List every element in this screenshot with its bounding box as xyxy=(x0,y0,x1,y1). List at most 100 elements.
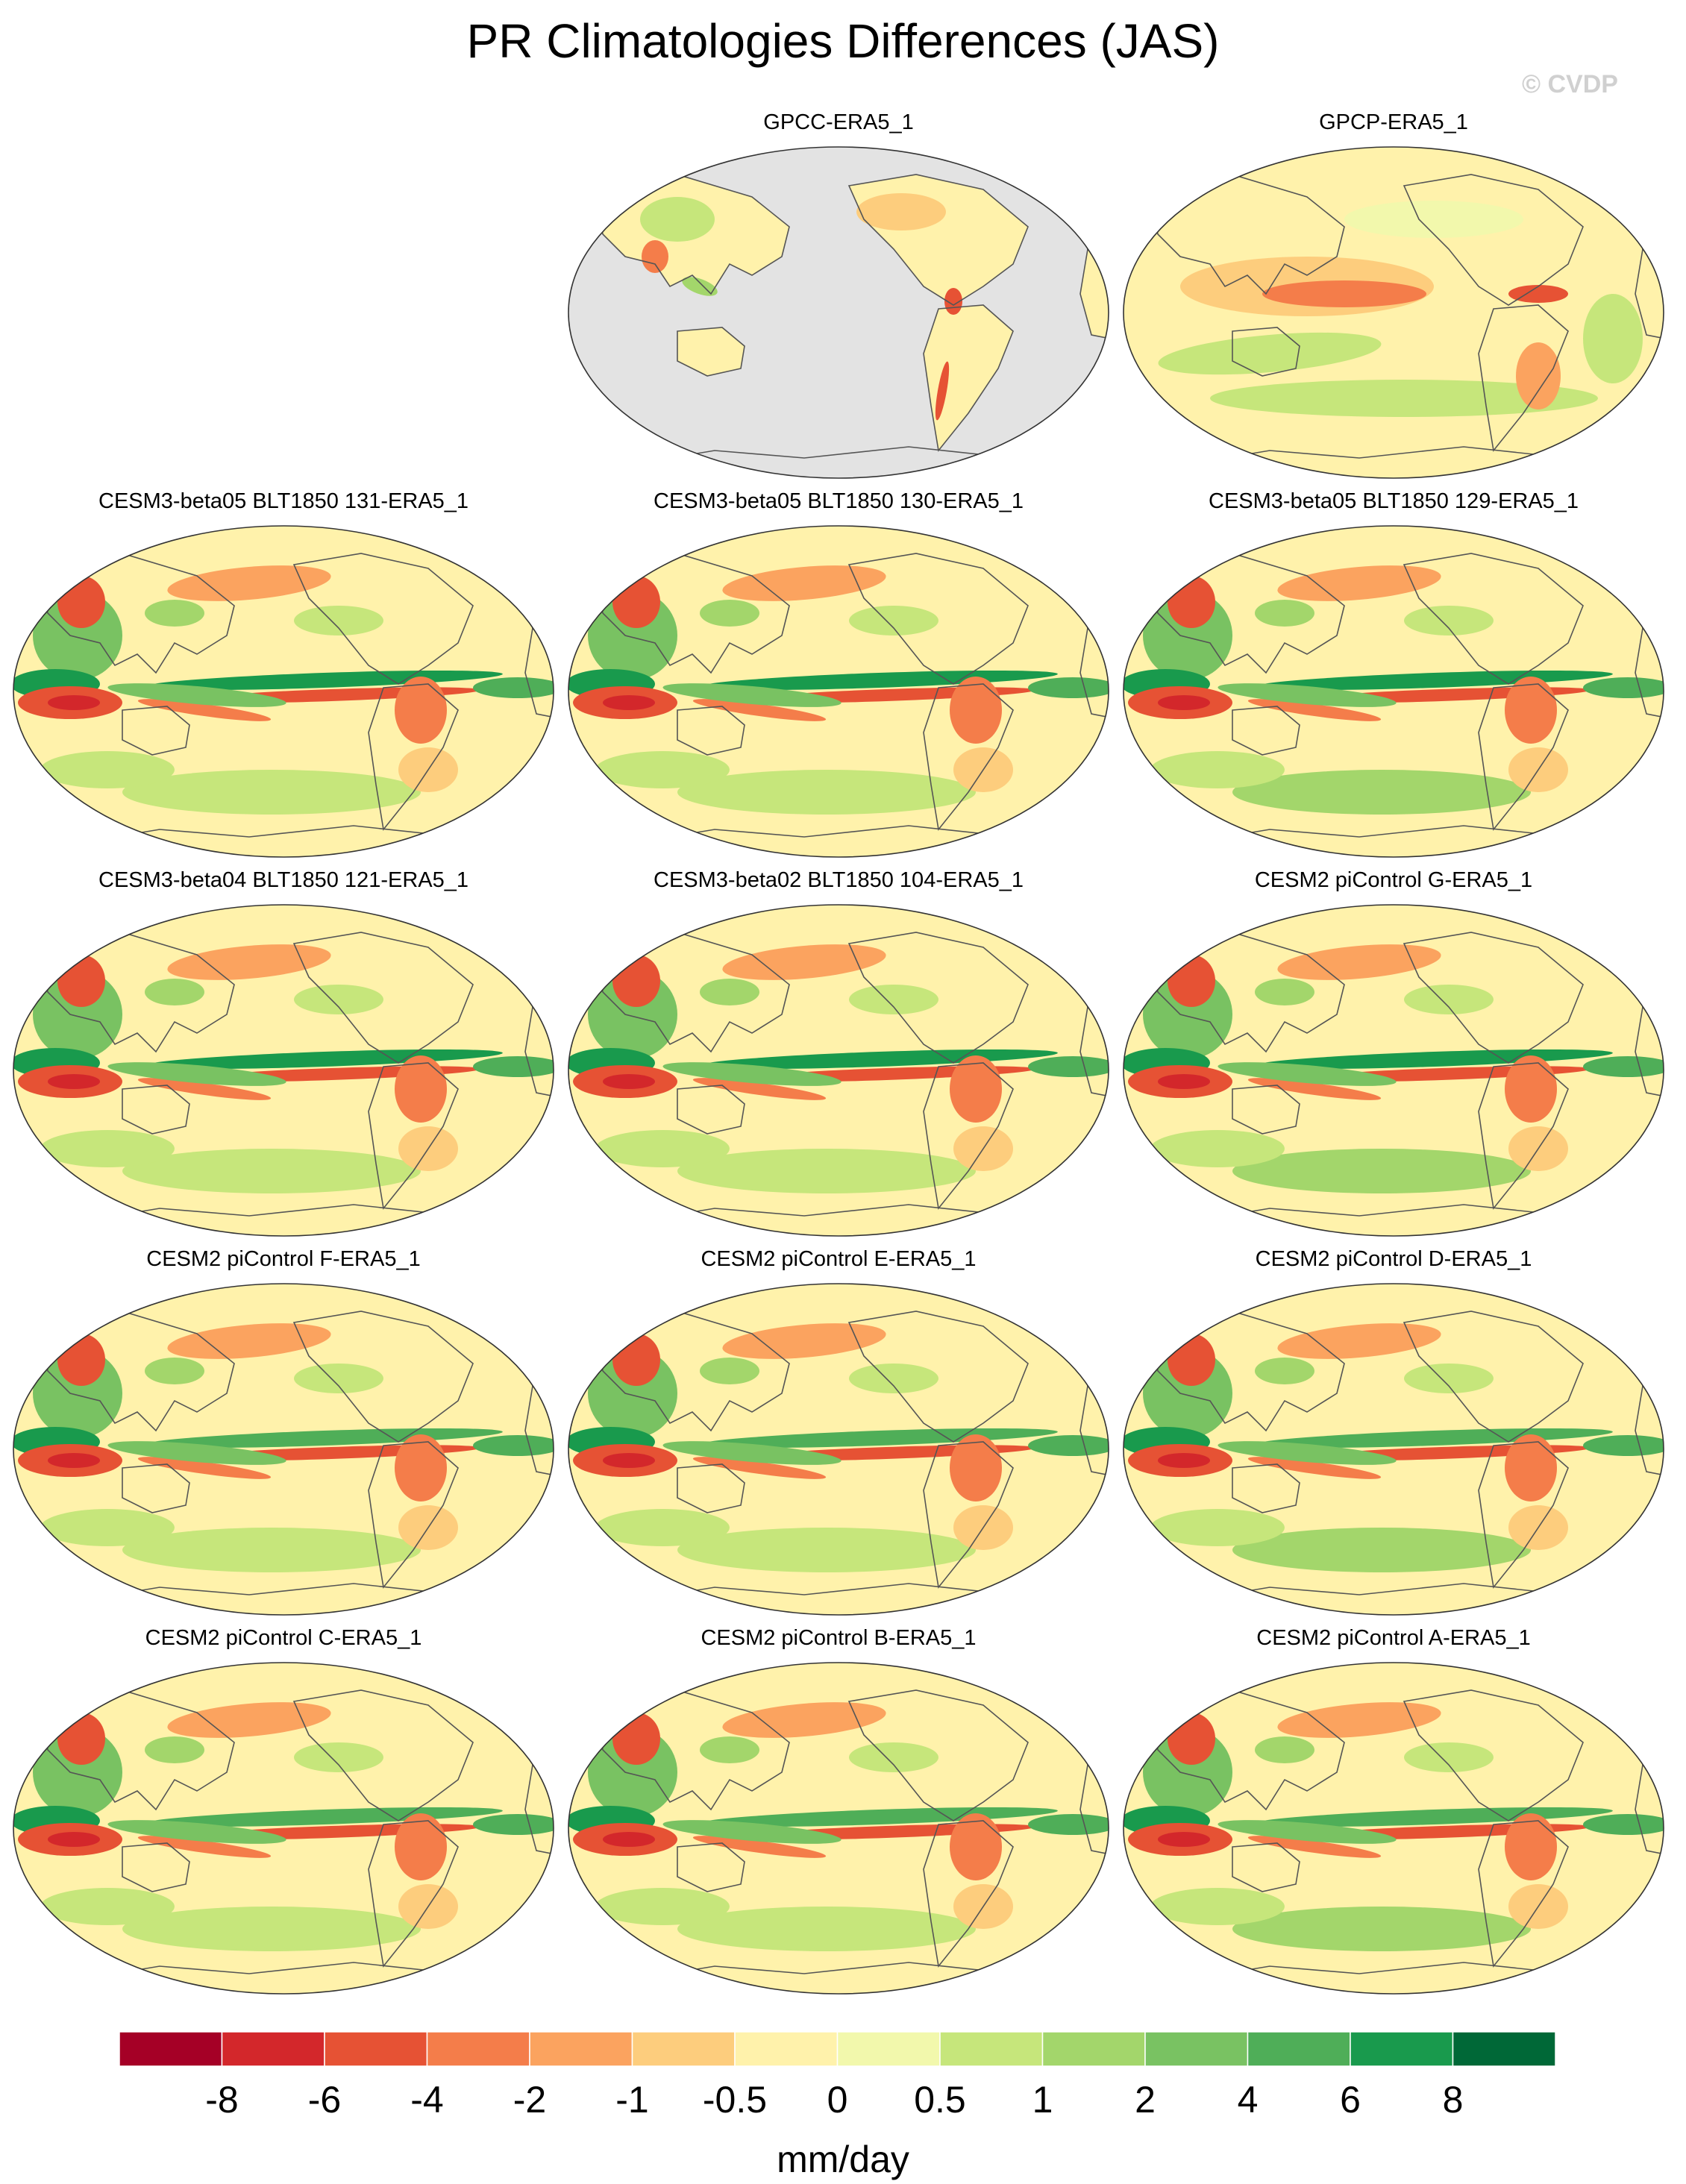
coastline-samerica xyxy=(923,1820,1014,1968)
positive-anomaly xyxy=(662,1820,842,1844)
coastline-asia xyxy=(40,553,235,674)
negative-anomaly xyxy=(137,1836,272,1858)
map-plot xyxy=(568,525,1109,858)
coastline-samerica xyxy=(368,1441,459,1589)
watermark: © CVDP xyxy=(1522,70,1618,98)
positive-anomaly xyxy=(40,1888,175,1925)
positive-anomaly xyxy=(294,1364,383,1393)
negative-anomaly xyxy=(1277,1702,1441,1738)
negative-anomaly xyxy=(167,1702,331,1738)
positive-anomaly xyxy=(294,1742,383,1772)
panel-title: GPCP-ERA5_1 xyxy=(1319,110,1468,134)
panel-title: CESM2 piControl E-ERA5_1 xyxy=(701,1247,977,1271)
coastline-samerica xyxy=(923,304,1014,452)
positive-anomaly xyxy=(1404,985,1494,1014)
colorbar-box xyxy=(324,2031,428,2067)
positive-anomaly xyxy=(1255,1736,1314,1763)
page-title: PR Climatologies Differences (JAS) xyxy=(466,14,1220,68)
coastline-samerica xyxy=(368,1820,459,1968)
coastline-samerica xyxy=(1478,1820,1569,1968)
map-plot xyxy=(13,1283,554,1616)
map-panel: CESM2 piControl A-ERA5_1 xyxy=(1121,1626,1667,1995)
positive-anomaly xyxy=(1583,294,1643,383)
positive-anomaly xyxy=(677,1149,976,1193)
negative-anomaly xyxy=(57,1713,105,1765)
panel-title: CESM3-beta04 BLT1850 121-ERA5_1 xyxy=(98,868,468,892)
positive-anomaly xyxy=(473,1435,554,1456)
positive-anomaly xyxy=(1150,1888,1285,1925)
positive-anomaly xyxy=(40,1130,175,1167)
negative-anomaly xyxy=(1168,1334,1215,1386)
map-panel: CESM2 piControl E-ERA5_1 xyxy=(565,1247,1112,1616)
map-panel: CESM2 piControl C-ERA5_1 xyxy=(10,1626,557,1995)
map-plot xyxy=(13,525,554,858)
positive-anomaly xyxy=(1344,201,1523,238)
coastline-namerica xyxy=(1403,1311,1584,1443)
negative-anomaly xyxy=(603,1453,655,1468)
positive-anomaly xyxy=(662,683,842,707)
negative-anomaly xyxy=(1158,695,1210,710)
positive-anomaly xyxy=(1232,1528,1531,1572)
map-border xyxy=(568,904,1109,1237)
positive-anomaly xyxy=(122,1149,421,1193)
coastline-samerica xyxy=(368,683,459,831)
map-border xyxy=(568,525,1109,858)
positive-anomaly xyxy=(145,600,204,627)
negative-anomaly xyxy=(1505,1055,1557,1123)
map-border xyxy=(568,1662,1109,1995)
negative-anomaly xyxy=(167,944,331,980)
positive-anomaly xyxy=(107,1820,286,1844)
coastlines xyxy=(40,553,554,845)
coastlines xyxy=(595,1689,1109,1982)
positive-anomaly xyxy=(1404,1742,1494,1772)
positive-anomaly xyxy=(1150,751,1285,788)
coastline-namerica xyxy=(1403,1689,1584,1821)
map-border xyxy=(13,1662,554,1995)
positive-anomaly xyxy=(1404,606,1494,636)
negative-anomaly xyxy=(603,695,655,710)
coastline-namerica xyxy=(1403,932,1584,1064)
coastline-samerica xyxy=(1478,304,1569,452)
coastline-asia xyxy=(40,1311,235,1432)
negative-anomaly xyxy=(1158,1074,1210,1089)
negative-anomaly xyxy=(950,1434,1002,1502)
colorbar-box xyxy=(426,2031,530,2067)
coastline-australia xyxy=(122,1842,190,1892)
positive-anomaly xyxy=(1158,332,1382,375)
coastline-australia xyxy=(1232,706,1300,756)
coastline-australia xyxy=(122,706,190,756)
field-layer xyxy=(13,1702,554,1951)
positive-anomaly xyxy=(122,1528,421,1572)
positive-anomaly xyxy=(145,1358,204,1384)
positive-anomaly xyxy=(1404,1364,1494,1393)
map-plot xyxy=(1123,146,1664,479)
colorbar-tick-label: -6 xyxy=(308,2079,341,2121)
negative-anomaly xyxy=(692,699,827,721)
positive-anomaly xyxy=(122,1907,421,1951)
positive-anomaly xyxy=(107,1441,286,1465)
map-panel: CESM3-beta04 BLT1850 121-ERA5_1 xyxy=(10,868,557,1237)
positive-anomaly xyxy=(595,751,730,788)
positive-anomaly xyxy=(145,1736,204,1763)
negative-anomaly xyxy=(642,240,668,273)
positive-anomaly xyxy=(1210,380,1598,417)
positive-anomaly xyxy=(1583,1435,1664,1456)
negative-anomaly xyxy=(1505,1434,1557,1502)
negative-anomaly xyxy=(137,1457,272,1479)
colorbar-box xyxy=(221,2031,325,2067)
coastline-samerica xyxy=(923,683,1014,831)
coastline-asia xyxy=(40,932,235,1053)
coastline-namerica xyxy=(292,1311,474,1443)
map-border xyxy=(568,146,1109,479)
map-border xyxy=(1123,146,1664,479)
panel-title: CESM2 piControl A-ERA5_1 xyxy=(1256,1626,1531,1650)
negative-anomaly xyxy=(1277,565,1441,601)
positive-anomaly xyxy=(849,1742,938,1772)
map-plot xyxy=(568,1662,1109,1995)
positive-anomaly xyxy=(595,1509,730,1546)
panel-title: CESM2 piControl C-ERA5_1 xyxy=(145,1626,422,1650)
negative-anomaly xyxy=(167,565,331,601)
positive-anomaly xyxy=(1218,1820,1397,1844)
coastline-australia xyxy=(1232,327,1300,377)
negative-anomaly xyxy=(950,677,1002,744)
